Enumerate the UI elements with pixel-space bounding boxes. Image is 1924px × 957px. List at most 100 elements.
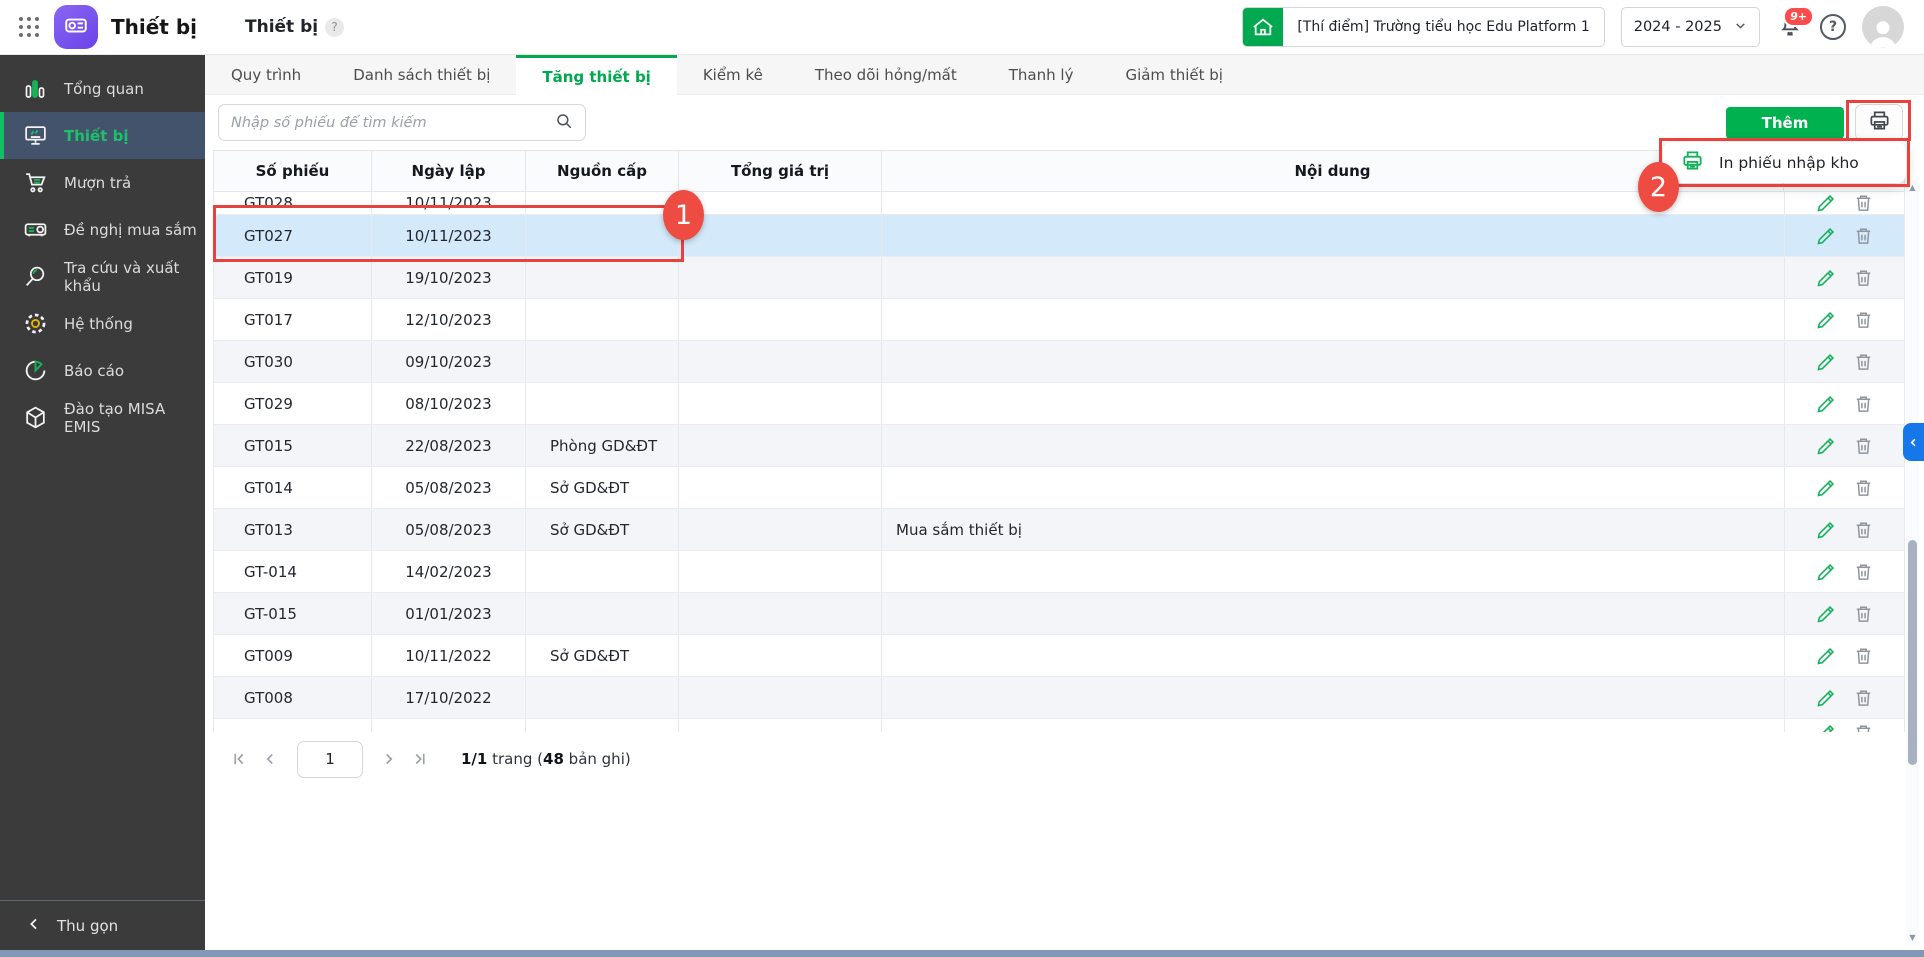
edit-icon[interactable]: [1815, 645, 1837, 667]
table-row[interactable]: GT015 22/08/2023 Phòng GD&ĐT: [213, 425, 1905, 467]
cell-nguon-cap: [526, 257, 679, 298]
scroll-up-icon[interactable]: ▲: [1909, 183, 1916, 192]
sidebar-item-de-nghi-mua-sam[interactable]: Đề nghị mua sắm: [0, 206, 205, 253]
edit-icon[interactable]: [1815, 393, 1837, 415]
tab-theo-doi-hong-mat[interactable]: Theo dõi hỏng/mất: [814, 65, 957, 84]
sidebar-item-tong-quan[interactable]: Tổng quan: [0, 65, 205, 112]
scrollbar-thumb[interactable]: [1908, 540, 1917, 765]
table-row[interactable]: GT019 19/10/2023: [213, 257, 1905, 299]
tab-danh-sach-thiet-bi[interactable]: Danh sách thiết bị: [353, 65, 491, 84]
cell-ngay-lap: 14/02/2023: [372, 551, 526, 592]
delete-icon[interactable]: [1852, 393, 1874, 415]
edit-icon[interactable]: [1815, 225, 1837, 247]
table-row[interactable]: GT029 08/10/2023: [213, 383, 1905, 425]
next-page-icon[interactable]: [377, 747, 401, 771]
topbar-right: [Thí điểm] Trường tiểu học Edu Platform …: [1242, 6, 1904, 48]
column-header-so-phieu[interactable]: Số phiếu: [214, 151, 372, 191]
edit-icon[interactable]: [1815, 722, 1837, 732]
add-button[interactable]: Thêm: [1726, 106, 1844, 139]
prev-page-icon[interactable]: [258, 747, 282, 771]
scroll-down-icon[interactable]: ▼: [1909, 933, 1916, 942]
delete-icon[interactable]: [1852, 603, 1874, 625]
edit-icon[interactable]: [1815, 192, 1837, 214]
delete-icon[interactable]: [1852, 477, 1874, 499]
edit-icon[interactable]: [1815, 435, 1837, 457]
notifications-button[interactable]: 9+: [1776, 6, 1814, 41]
column-header-ngay-lap[interactable]: Ngày lập: [372, 151, 526, 191]
delete-icon[interactable]: [1852, 225, 1874, 247]
table-row[interactable]: GT013 05/08/2023 Sở GD&ĐT Mua sắm thiết bị: [213, 509, 1905, 551]
app-grid-icon[interactable]: [19, 17, 39, 37]
delete-icon[interactable]: [1852, 687, 1874, 709]
school-year-select[interactable]: 2024 - 2025: [1620, 7, 1760, 47]
delete-icon[interactable]: [1852, 645, 1874, 667]
page-help-icon[interactable]: ?: [325, 17, 345, 37]
panel-expand-flag[interactable]: [1903, 423, 1924, 461]
edit-icon[interactable]: [1815, 351, 1837, 373]
row-actions: [1785, 425, 1905, 466]
app-logo[interactable]: [54, 5, 98, 49]
print-button[interactable]: [1855, 104, 1903, 141]
page-number-input[interactable]: [297, 740, 363, 778]
delete-icon[interactable]: [1852, 722, 1874, 732]
sidebar-item-thiet-bi[interactable]: Thiết bị: [0, 112, 205, 159]
school-selector[interactable]: [Thí điểm] Trường tiểu học Edu Platform …: [1242, 7, 1605, 47]
delete-icon[interactable]: [1852, 192, 1874, 214]
delete-icon[interactable]: [1852, 267, 1874, 289]
column-header-nguon-cap[interactable]: Nguồn cấp: [526, 151, 679, 191]
horizontal-scrollbar[interactable]: [0, 950, 1924, 957]
edit-icon[interactable]: [1815, 267, 1837, 289]
help-button[interactable]: ?: [1820, 14, 1846, 40]
delete-icon[interactable]: [1852, 519, 1874, 541]
search-icon[interactable]: [555, 112, 573, 134]
cell-tong-gia-tri: [679, 635, 882, 676]
toolbar: Thêm: [205, 95, 1924, 150]
table-row[interactable]: GT017 12/10/2023: [213, 299, 1905, 341]
table-row[interactable]: GT028 10/11/2023: [213, 192, 1905, 215]
tab-thanh-ly[interactable]: Thanh lý: [1008, 65, 1074, 84]
vertical-scrollbar[interactable]: ▲ ▼: [1906, 180, 1919, 945]
avatar[interactable]: [1862, 6, 1904, 48]
table-row[interactable]: GT008 17/10/2022: [213, 677, 1905, 719]
cell-nguon-cap: [526, 299, 679, 340]
search-input[interactable]: [231, 114, 547, 131]
sidebar-item-he-thong[interactable]: Hệ thống: [0, 300, 205, 347]
tab-kiem-ke[interactable]: Kiểm kê: [702, 65, 763, 84]
edit-icon[interactable]: [1815, 561, 1837, 583]
column-header-tong-gia-tri[interactable]: Tổng giá trị: [679, 151, 882, 191]
notification-badge: 9+: [1783, 6, 1814, 27]
first-page-icon[interactable]: [227, 747, 251, 771]
sidebar-item-bao-cao[interactable]: Báo cáo: [0, 347, 205, 394]
annotation-step-1: 1: [663, 190, 704, 240]
cell-noi-dung: Mua sắm thiết bị: [882, 509, 1785, 550]
edit-icon[interactable]: [1815, 603, 1837, 625]
tab-quy-trinh[interactable]: Quy trình: [231, 65, 302, 84]
sidebar-item-dao-tao[interactable]: Đào tạo MISA EMIS: [0, 394, 205, 441]
print-menu-item[interactable]: In phiếu nhập kho: [1663, 142, 1906, 183]
edit-icon[interactable]: [1815, 309, 1837, 331]
record-count: 48: [543, 750, 564, 768]
table-row[interactable]: GT030 09/10/2023: [213, 341, 1905, 383]
table-row[interactable]: GT-015 01/01/2023: [213, 593, 1905, 635]
cell-noi-dung: [882, 551, 1785, 592]
cell-noi-dung: [882, 467, 1785, 508]
tab-giam-thiet-bi[interactable]: Giảm thiết bị: [1125, 65, 1223, 84]
edit-icon[interactable]: [1815, 477, 1837, 499]
sidebar-item-muon-tra[interactable]: Mượn trả: [0, 159, 205, 206]
edit-icon[interactable]: [1815, 519, 1837, 541]
sidebar-collapse-button[interactable]: Thu gọn: [0, 900, 205, 950]
delete-icon[interactable]: [1852, 351, 1874, 373]
table-row[interactable]: GT009 10/11/2022 Sở GD&ĐT: [213, 635, 1905, 677]
table-row[interactable]: GT014 05/08/2023 Sở GD&ĐT: [213, 467, 1905, 509]
row-actions: [1785, 593, 1905, 634]
sidebar-item-tra-cuu[interactable]: Tra cứu và xuất khẩu: [0, 253, 205, 300]
table-row[interactable]: GT027 10/11/2023: [213, 215, 1905, 257]
cart-icon: [22, 170, 48, 196]
delete-icon[interactable]: [1852, 561, 1874, 583]
edit-icon[interactable]: [1815, 687, 1837, 709]
last-page-icon[interactable]: [408, 747, 432, 771]
tab-tang-thiet-bi[interactable]: Tăng thiết bị: [516, 55, 677, 95]
delete-icon[interactable]: [1852, 435, 1874, 457]
delete-icon[interactable]: [1852, 309, 1874, 331]
table-row[interactable]: GT-014 14/02/2023: [213, 551, 1905, 593]
